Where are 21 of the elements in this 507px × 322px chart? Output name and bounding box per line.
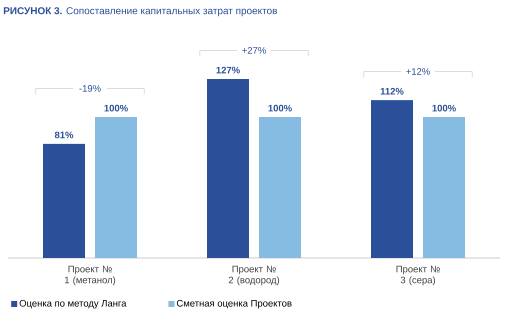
legend-label: Оценка по методу Ланга <box>20 300 126 308</box>
data-label: 100% <box>432 104 456 112</box>
bar <box>371 100 414 258</box>
data-label: 112% <box>380 88 404 95</box>
x-tick-label: Проект № 3 (сера) <box>396 266 440 286</box>
bar <box>43 144 86 258</box>
annotation: -19% <box>79 85 101 92</box>
bar <box>95 117 138 258</box>
bar <box>423 117 466 258</box>
x-tick-label: Проект № 2 (водород) <box>228 266 280 286</box>
text: +12% <box>406 68 430 75</box>
text: +27% <box>242 46 266 54</box>
legend-label: Сметная оценка Проектов <box>176 300 292 308</box>
x-tick-label: Проект № 1 (метанол) <box>64 266 116 286</box>
data-label: 81% <box>54 132 74 138</box>
chart-title: РИСУНОК 3. Сопоставление капитальных затрат проектов <box>4 7 277 16</box>
bar <box>259 117 302 258</box>
data-label: 100% <box>268 104 292 112</box>
data-label: 100% <box>104 104 128 112</box>
data-label: 127% <box>216 66 240 74</box>
bar <box>207 78 250 258</box>
